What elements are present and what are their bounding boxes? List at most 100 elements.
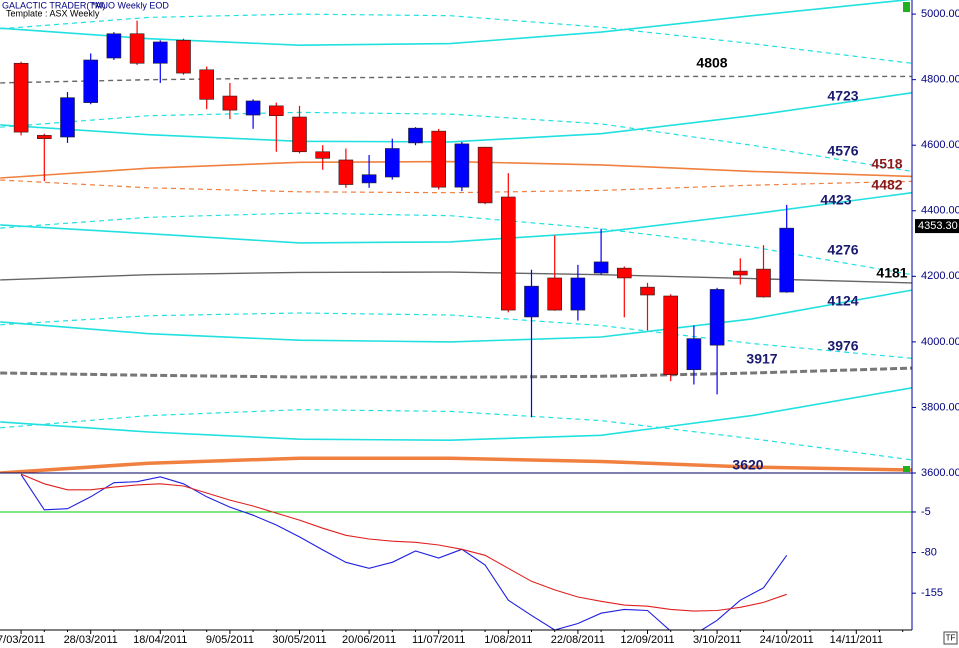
tag-box [943,631,958,645]
level-label: 4808 [696,55,727,71]
corner-marker [903,2,910,12]
x-tick-label: 9/05/2011 [206,634,254,646]
level-curve [0,289,912,343]
candle-body [292,116,307,153]
y-tick-label: 4400.00 [921,205,959,217]
x-tick-label: 18/04/2011 [133,634,187,646]
candle-body [756,268,771,298]
level-label: 4423 [820,192,851,208]
indicator-line [20,474,788,630]
candle-body [106,33,122,59]
x-tick-label: 28/03/2011 [64,634,118,646]
level-label: 3620 [732,457,763,473]
candle-body [570,277,586,311]
candle-body [83,59,98,103]
level-label: 3976 [827,338,858,354]
level-curve [0,191,912,244]
level-curve [0,456,912,473]
y-tick-label: -5 [921,506,931,518]
tag: TF [946,634,956,643]
level-curve [0,75,912,84]
level-label: 4723 [827,88,858,104]
candle-body [732,270,748,276]
candle-body [524,285,539,318]
x-tick-label: 1/08/2011 [484,634,532,646]
y-tick-label: -80 [921,546,937,558]
candle-body [315,151,331,159]
y-tick-label: 4800.00 [921,74,959,86]
level-label: 3917 [746,351,777,367]
x-tick-label: 3/10/2011 [693,634,741,646]
x-tick-label: 30/05/2011 [272,634,326,646]
x-tick-label: 12/09/2011 [620,634,674,646]
x-tick-label: 24/10/2011 [760,634,814,646]
candle-body [593,261,609,274]
y-tick-label: 3800.00 [921,401,959,413]
y-tick-label: 5000.00 [921,8,959,20]
level-curve [0,92,912,143]
level-curve [0,312,912,359]
candle-body [616,267,632,279]
level-curve [0,271,912,284]
candle-body [779,227,795,293]
x-tick-label: 7/03/2011 [0,634,45,646]
candle-body [477,146,493,204]
y-tick-label: 4200.00 [921,270,959,282]
indicator-plot [0,473,912,630]
x-tick-label: 11/07/2011 [412,634,465,646]
y-tick-label: 4600.00 [921,139,959,151]
level-curve [0,0,912,47]
level-curve [0,160,912,179]
candle-body [36,135,52,139]
candle-body [663,295,679,375]
level-label: 4181 [876,265,907,281]
candle-body [60,97,75,138]
y-tick-label: -155 [921,587,943,599]
product-name: GALACTIC TRADER(TM) [2,0,105,10]
candle-body [129,33,145,64]
x-tick-label: 22/08/2011 [551,634,605,646]
candle-body [222,95,238,111]
candle-body [361,174,377,184]
candle-body [408,127,423,144]
level-curve [0,212,912,276]
level-curve [0,366,912,379]
candle-body [13,62,29,133]
last-price-box [915,219,959,234]
candle-body [153,41,168,64]
level-label: 4124 [827,293,858,309]
level-curve [0,387,912,442]
candle-body [686,338,702,371]
candle-body [245,100,261,116]
candle-body [199,69,214,100]
last-price-label: 4353.30 [918,220,958,232]
level-curve [0,13,912,64]
level-curve [0,179,912,194]
template: Template : ASX Weekly [6,8,100,18]
price-plot [0,0,912,473]
level-label: 4518 [871,156,902,172]
candle-body [431,130,447,188]
y-tick-label: 3600.00 [921,467,959,479]
candle-body [500,196,516,311]
x-tick-label: 20/06/2011 [342,634,396,646]
level-curve [0,409,912,461]
candle-body [268,105,284,117]
candle-body [176,40,191,74]
indicator-line [20,473,787,612]
level-curve [0,111,912,172]
candle-body [640,286,655,296]
y-tick-label: 4000.00 [921,336,959,348]
candle-body [547,277,563,311]
level-label: 4276 [827,242,858,258]
symbol: *AUO Weekly EOD [92,0,169,10]
candle-body [709,289,725,346]
candle-body [338,159,354,185]
x-tick-label: 14/11/2011 [830,634,883,646]
level-label: 4482 [871,177,902,193]
level-label: 4576 [827,143,858,159]
axes: 3600.00 3800.00 4000.00 4200.00 4400.00 4600.… [0,8,959,646]
